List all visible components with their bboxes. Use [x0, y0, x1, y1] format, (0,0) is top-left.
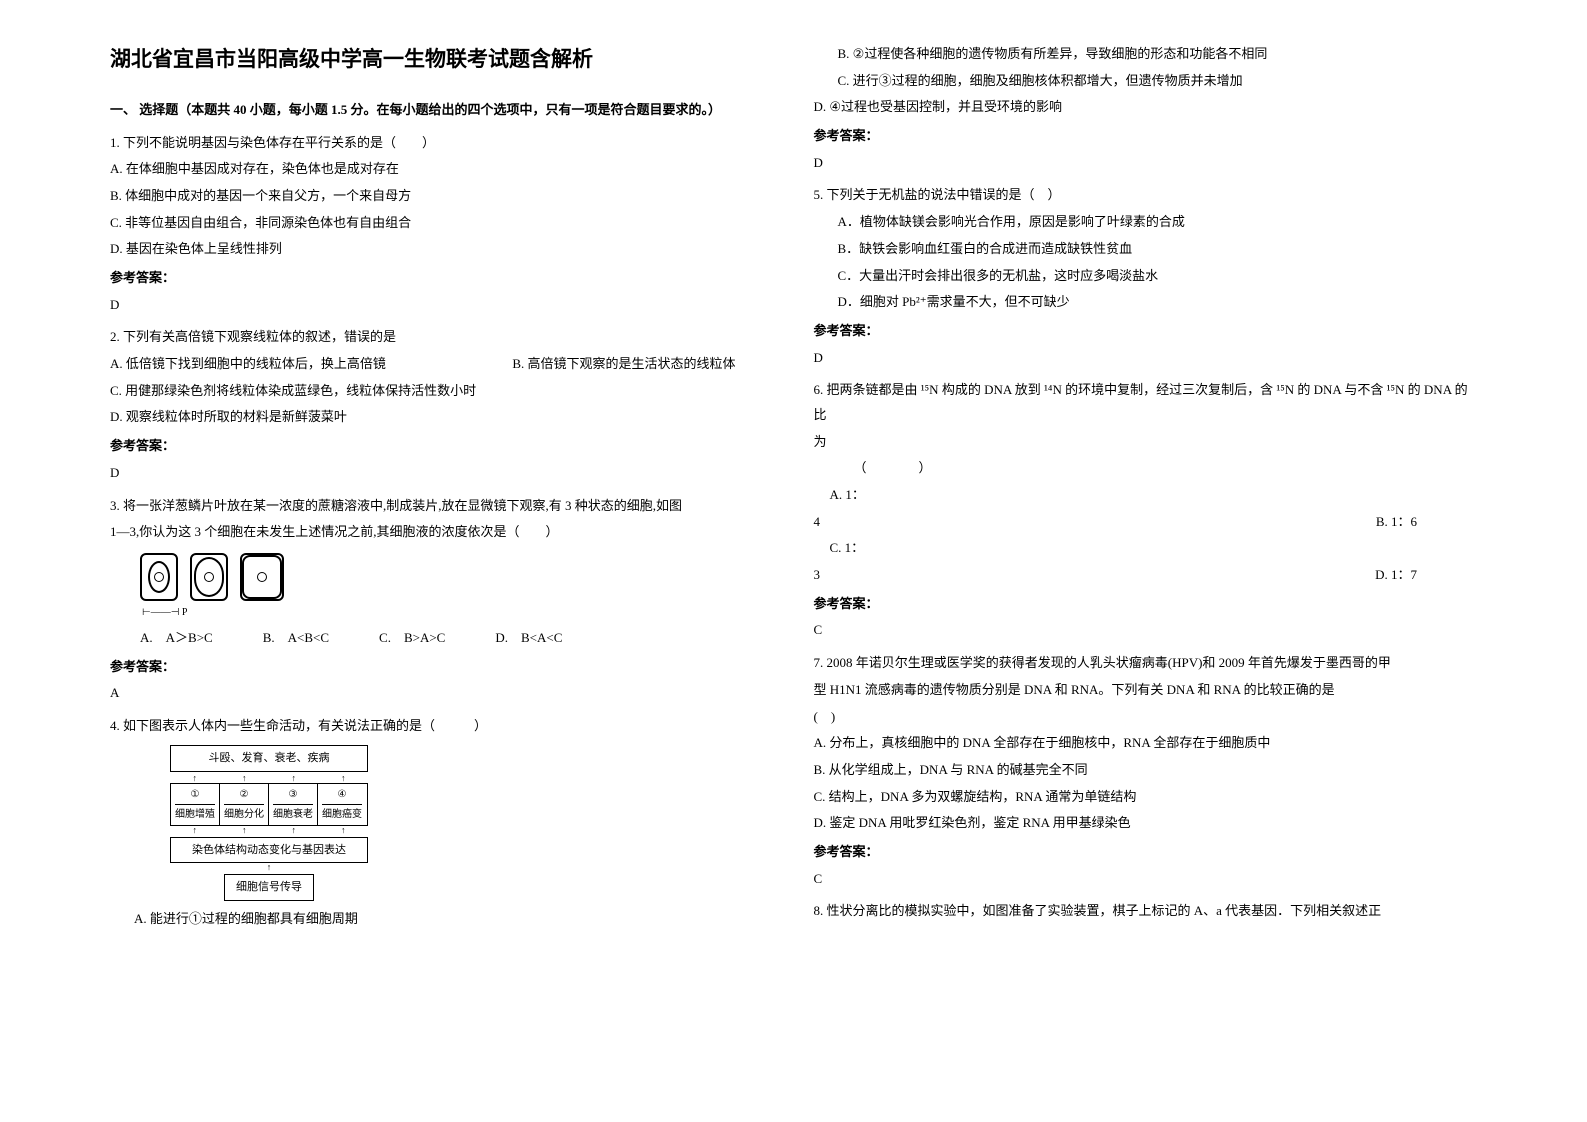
flow-arrows: ↑↑↑↑ [170, 774, 368, 783]
q2-row: A. 低倍镜下找到细胞中的线粒体后，换上高倍镜 B. 高倍镜下观察的是生活状态的… [110, 352, 774, 377]
q2-answer: D [110, 461, 774, 486]
q6-a2: 4 [814, 510, 821, 535]
q1-d: D. 基因在染色体上呈线性排列 [110, 237, 774, 262]
q1-c: C. 非等位基因自由组合，非同源染色体也有自由组合 [110, 211, 774, 236]
cell-2-icon [190, 553, 228, 601]
flow-c2b: 细胞分化 [224, 805, 264, 824]
q3-stem2: 1—3,你认为这 3 个细胞在未发生上述情况之前,其细胞液的浓度依次是（ ） [110, 520, 774, 545]
q4-stem: 4. 如下图表示人体内一些生命活动，有关说法正确的是（ ） [110, 714, 774, 739]
q2-b: B. 高倍镜下观察的是生活状态的线粒体 [512, 356, 735, 371]
q3-diagram: ⊢——⊣ P [140, 553, 774, 622]
q5-d: D．细胞对 Pb²⁺需求量不大，但不可缺少 [814, 290, 1478, 315]
q3-answer-label: 参考答案： [110, 655, 774, 680]
q5-stem: 5. 下列关于无机盐的说法中错误的是（ ） [814, 183, 1478, 208]
cell-3-icon [240, 553, 284, 601]
q7-a: A. 分布上，真核细胞中的 DNA 全部存在于细胞核中，RNA 全部存在于细胞质… [814, 731, 1478, 756]
flow-mid-box: 染色体结构动态变化与基因表达 [170, 837, 368, 864]
flow-c4b: 细胞癌变 [322, 805, 362, 824]
flow-top-box: 斗殴、发育、衰老、疾病 [170, 745, 368, 772]
flow-c4a: ④ [322, 785, 362, 805]
q5-b: B．缺铁会影响血红蛋白的合成进而造成缺铁性贫血 [814, 237, 1478, 262]
q6-row2: 3 D. 1：7 [814, 563, 1478, 588]
q3-stem1: 3. 将一张洋葱鳞片叶放在某一浓度的蔗糖溶液中,制成装片,放在显微镜下观察,有 … [110, 494, 774, 519]
document-title: 湖北省宜昌市当阳高级中学高一生物联考试题含解析 [110, 40, 774, 80]
q4-optA: A. 能进行①过程的细胞都具有细胞周期 [110, 907, 774, 932]
q6-row1: 4 B. 1：6 [814, 510, 1478, 535]
q4-answer-label: 参考答案： [814, 124, 1478, 149]
q4-optC: C. 进行③过程的细胞，细胞及细胞核体积都增大，但遗传物质并未增加 [814, 69, 1478, 94]
flow-c1a: ① [175, 785, 215, 805]
cell-1-icon [140, 553, 178, 601]
q7-stem1: 7. 2008 年诺贝尔生理或医学奖的获得者发现的人乳头状瘤病毒(HPV)和 2… [814, 651, 1478, 676]
q2-stem: 2. 下列有关高倍镜下观察线粒体的叙述，错误的是 [110, 325, 774, 350]
q3-optC: C. B>A>C [379, 626, 445, 651]
flow-c3a: ③ [273, 785, 313, 805]
q2-a: A. 低倍镜下找到细胞中的线粒体后，换上高倍镜 [110, 356, 386, 371]
flow-bottom-box: 细胞信号传导 [224, 874, 314, 901]
q7-answer-label: 参考答案： [814, 840, 1478, 865]
q7-answer: C [814, 867, 1478, 892]
q6-paren: （ ） [814, 456, 1478, 481]
q5-a: A．植物体缺镁会影响光合作用，原因是影响了叶绿素的合成 [814, 210, 1478, 235]
q3-answer: A [110, 681, 774, 706]
flow-arrows-2: ↑↑↑↑ [170, 826, 368, 835]
q1-answer: D [110, 293, 774, 318]
q3-optD: D. B<A<C [495, 626, 562, 651]
q5-answer-label: 参考答案： [814, 319, 1478, 344]
flow-grid: ① 细胞增殖 ② 细胞分化 ③ 细胞衰老 ④ 细胞癌变 [170, 783, 368, 826]
q4-flowchart: 斗殴、发育、衰老、疾病 ↑↑↑↑ ① 细胞增殖 ② 细胞分化 ③ 细胞衰老 ④ … [170, 745, 774, 902]
q5-c: C．大量出汗时会排出很多的无机盐，这时应多喝淡盐水 [814, 264, 1478, 289]
q7-stem2: 型 H1N1 流感病毒的遗传物质分别是 DNA 和 RNA。下列有关 DNA 和… [814, 678, 1478, 703]
q7-d: D. 鉴定 DNA 用吡罗红染色剂，鉴定 RNA 用甲基绿染色 [814, 811, 1478, 836]
q6-c2: 3 [814, 563, 821, 588]
q6-stem1: 6. 把两条链都是由 ¹⁵N 构成的 DNA 放到 ¹⁴N 的环境中复制，经过三… [814, 378, 1478, 427]
q6-stem2: 为 [814, 430, 1478, 455]
flow-c2a: ② [224, 785, 264, 805]
q3-optB: B. A<B<C [263, 626, 329, 651]
q3-optA: A. A＞B>C [140, 626, 213, 651]
q1-a: A. 在体细胞中基因成对存在，染色体也是成对存在 [110, 157, 774, 182]
q4-answer: D [814, 151, 1478, 176]
q5-answer: D [814, 346, 1478, 371]
flow-c1b: 细胞增殖 [175, 805, 215, 824]
q7-b: B. 从化学组成上，DNA 与 RNA 的碱基完全不同 [814, 758, 1478, 783]
q7-c: C. 结构上，DNA 多为双螺旋结构，RNA 通常为单链结构 [814, 785, 1478, 810]
q4-optB: B. ②过程使各种细胞的遗传物质有所差异，导致细胞的形态和功能各不相同 [814, 42, 1478, 67]
q6-answer-label: 参考答案： [814, 592, 1478, 617]
q1-stem: 1. 下列不能说明基因与染色体存在平行关系的是（ ） [110, 131, 774, 156]
q2-c: C. 用健那绿染色剂将线粒体染成蓝绿色，线粒体保持活性数小时 [110, 379, 774, 404]
q8-stem: 8. 性状分离比的模拟实验中，如图准备了实验装置，棋子上标记的 A、a 代表基因… [814, 899, 1478, 924]
section-header: 一、 选择题（本题共 40 小题，每小题 1.5 分。在每小题给出的四个选项中，… [110, 98, 774, 123]
q6-a1: A. 1： [814, 483, 1478, 508]
scale-bar: ⊢——⊣ P [142, 603, 774, 622]
q6-answer: C [814, 618, 1478, 643]
q1-b: B. 体细胞中成对的基因一个来自父方，一个来自母方 [110, 184, 774, 209]
q6-d: D. 1：7 [1375, 563, 1417, 588]
q2-d: D. 观察线粒体时所取的材料是新鲜菠菜叶 [110, 405, 774, 430]
q6-c1: C. 1： [814, 536, 1478, 561]
q6-b: B. 1：6 [1376, 510, 1417, 535]
flow-c3b: 细胞衰老 [273, 805, 313, 824]
q7-paren: ( ) [814, 705, 1478, 730]
q1-answer-label: 参考答案： [110, 266, 774, 291]
q3-options: A. A＞B>C B. A<B<C C. B>A>C D. B<A<C [110, 626, 774, 651]
q4-optD: D. ④过程也受基因控制，并且受环境的影响 [814, 95, 1478, 120]
q2-answer-label: 参考答案： [110, 434, 774, 459]
